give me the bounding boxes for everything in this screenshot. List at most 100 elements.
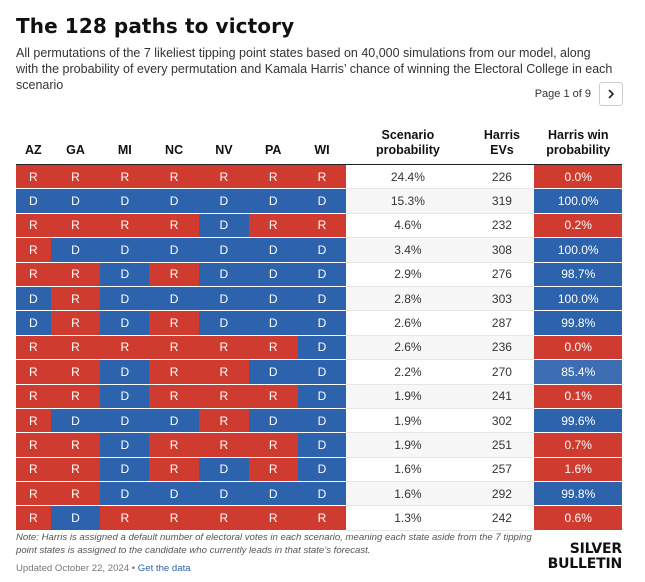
page-indicator: Page 1 of 9 <box>534 88 591 100</box>
win-probability-cell: 85.4% <box>534 359 622 385</box>
harris-evs-cell: 242 <box>469 505 535 531</box>
state-cell: D <box>100 310 150 336</box>
column-header: PA <box>248 126 298 165</box>
state-cell: D <box>198 213 249 239</box>
state-cell: D <box>100 359 150 385</box>
state-cell: R <box>50 432 101 458</box>
state-cell: R <box>50 384 101 409</box>
state-cell: D <box>149 481 199 507</box>
table-row: R D D D D D D 3.4% 308 100.0% <box>16 237 622 263</box>
state-cell: R <box>50 286 101 312</box>
table-row: R R D R R D D 2.2% 270 85.4% <box>16 359 622 385</box>
win-probability-cell: 98.7% <box>534 262 622 287</box>
chart-title: The 128 paths to victory <box>16 14 295 38</box>
scenario-probability-cell: 4.6% <box>346 213 470 239</box>
win-probability-cell: 100.0% <box>534 237 622 263</box>
win-probability-cell: 0.1% <box>534 384 622 409</box>
state-cell: D <box>297 262 347 287</box>
state-cell: R <box>16 505 51 531</box>
state-cell: D <box>248 188 298 214</box>
harris-evs-cell: 270 <box>469 359 535 385</box>
logo-line: SILVER <box>569 541 622 557</box>
scenario-probability-cell: 3.4% <box>346 237 470 263</box>
harris-evs-cell: 303 <box>469 286 535 312</box>
state-cell: R <box>16 262 51 287</box>
harris-evs-cell: 232 <box>469 213 535 239</box>
column-header: AZ <box>16 126 51 165</box>
state-cell: D <box>198 237 249 263</box>
state-cell: D <box>16 286 51 312</box>
state-cell: R <box>16 237 51 263</box>
state-cell: R <box>16 213 51 239</box>
state-cell: D <box>248 481 298 507</box>
paths-table: AZ GA MI NC NV PA WI Scenario probabilit… <box>16 126 622 531</box>
table-row: D R D R D D D 2.6% 287 99.8% <box>16 310 622 336</box>
state-cell: D <box>16 310 51 336</box>
state-cell: D <box>248 408 298 434</box>
table-row: D R D D D D D 2.8% 303 100.0% <box>16 286 622 312</box>
win-probability-cell: 0.6% <box>534 505 622 531</box>
state-cell: D <box>100 384 150 409</box>
harris-evs-cell: 292 <box>469 481 535 507</box>
state-cell: R <box>50 335 101 361</box>
state-cell: R <box>50 481 101 507</box>
win-probability-cell: 0.2% <box>534 213 622 239</box>
table-row: R R R R R R D 2.6% 236 0.0% <box>16 335 622 361</box>
state-cell: R <box>198 505 249 531</box>
scenario-probability-cell: 2.6% <box>346 335 470 361</box>
state-cell: D <box>149 188 199 214</box>
state-cell: D <box>149 237 199 263</box>
state-cell: R <box>198 408 249 434</box>
scenario-probability-cell: 1.9% <box>346 432 470 458</box>
state-cell: R <box>149 262 199 287</box>
state-cell: D <box>248 359 298 385</box>
harris-evs-cell: 287 <box>469 310 535 336</box>
scenario-probability-cell: 15.3% <box>346 188 470 214</box>
state-cell: D <box>100 237 150 263</box>
harris-evs-cell: 257 <box>469 457 535 483</box>
win-probability-cell: 99.6% <box>534 408 622 434</box>
state-cell: R <box>248 164 298 190</box>
column-header: NV <box>198 126 249 165</box>
scenario-probability-cell: 1.6% <box>346 481 470 507</box>
column-header: NC <box>149 126 199 165</box>
column-header: Scenario probability <box>346 126 470 165</box>
table-row: R D R R R R R 1.3% 242 0.6% <box>16 505 622 531</box>
state-cell: D <box>297 432 347 458</box>
state-cell: R <box>198 432 249 458</box>
state-cell: R <box>16 408 51 434</box>
state-cell: R <box>16 335 51 361</box>
get-data-link[interactable]: Get the data <box>137 563 191 574</box>
harris-evs-cell: 308 <box>469 237 535 263</box>
table-row: D D D D D D D 15.3% 319 100.0% <box>16 188 622 214</box>
harris-evs-cell: 236 <box>469 335 535 361</box>
state-cell: R <box>248 335 298 361</box>
scenario-probability-cell: 2.9% <box>346 262 470 287</box>
header-row: AZ GA MI NC NV PA WI Scenario probabilit… <box>16 126 622 165</box>
harris-evs-cell: 319 <box>469 188 535 214</box>
harris-evs-cell: 241 <box>469 384 535 409</box>
state-cell: R <box>16 457 51 483</box>
next-page-button[interactable] <box>599 82 623 106</box>
state-cell: D <box>297 384 347 409</box>
win-probability-cell: 99.8% <box>534 310 622 336</box>
state-cell: D <box>100 286 150 312</box>
state-cell: R <box>149 432 199 458</box>
state-cell: D <box>297 408 347 434</box>
state-cell: R <box>198 164 249 190</box>
state-cell: R <box>50 457 101 483</box>
state-cell: D <box>50 237 101 263</box>
state-cell: R <box>16 432 51 458</box>
column-header: Harris win probability <box>534 126 622 165</box>
state-cell: D <box>297 481 347 507</box>
column-header: MI <box>100 126 150 165</box>
scenario-probability-cell: 2.2% <box>346 359 470 385</box>
table-row: R R D R R R D 1.9% 251 0.7% <box>16 432 622 458</box>
state-cell: D <box>297 457 347 483</box>
table-row: R D D D R D D 1.9% 302 99.6% <box>16 408 622 434</box>
state-cell: D <box>100 262 150 287</box>
win-probability-cell: 0.7% <box>534 432 622 458</box>
state-cell: R <box>16 384 51 409</box>
state-cell: D <box>297 237 347 263</box>
state-cell: R <box>149 384 199 409</box>
